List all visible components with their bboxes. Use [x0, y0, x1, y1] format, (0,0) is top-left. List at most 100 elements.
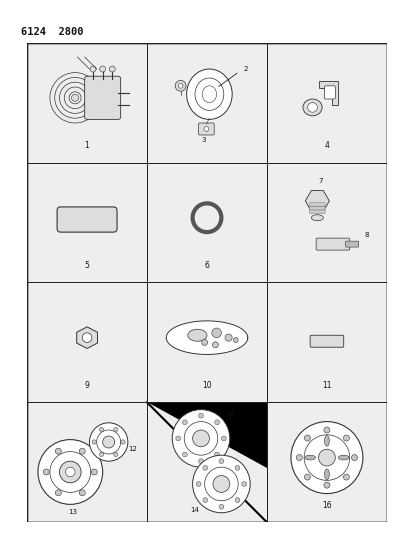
- Polygon shape: [147, 402, 266, 469]
- Circle shape: [290, 422, 362, 494]
- Circle shape: [100, 66, 105, 72]
- Circle shape: [235, 498, 239, 503]
- Circle shape: [176, 436, 180, 441]
- Text: 12: 12: [128, 446, 137, 452]
- Circle shape: [38, 440, 102, 504]
- Bar: [266, 282, 386, 402]
- Circle shape: [79, 490, 85, 496]
- Circle shape: [192, 455, 249, 513]
- FancyBboxPatch shape: [316, 238, 349, 250]
- FancyBboxPatch shape: [309, 203, 324, 206]
- Circle shape: [212, 342, 218, 348]
- Circle shape: [233, 338, 237, 343]
- Circle shape: [318, 449, 335, 466]
- Circle shape: [114, 453, 118, 457]
- Circle shape: [99, 453, 103, 457]
- FancyBboxPatch shape: [309, 206, 324, 210]
- Circle shape: [351, 455, 357, 461]
- Circle shape: [323, 427, 329, 433]
- Bar: [27, 43, 147, 163]
- Circle shape: [241, 482, 246, 486]
- Ellipse shape: [324, 469, 328, 480]
- Polygon shape: [166, 321, 247, 354]
- Bar: [266, 163, 386, 282]
- Circle shape: [102, 436, 114, 448]
- Polygon shape: [76, 327, 97, 349]
- Ellipse shape: [302, 99, 321, 116]
- Ellipse shape: [304, 455, 315, 460]
- Text: 6124  2800: 6124 2800: [21, 27, 83, 37]
- Bar: [147, 402, 266, 522]
- Circle shape: [296, 455, 301, 461]
- Ellipse shape: [188, 329, 206, 341]
- Text: 10: 10: [202, 381, 211, 390]
- Circle shape: [178, 83, 183, 88]
- Text: 14: 14: [190, 507, 199, 513]
- Circle shape: [90, 66, 96, 72]
- Text: 1: 1: [85, 141, 89, 150]
- Circle shape: [221, 436, 225, 441]
- Ellipse shape: [324, 435, 328, 446]
- Bar: [27, 282, 147, 402]
- Text: 5: 5: [84, 261, 89, 270]
- FancyBboxPatch shape: [57, 207, 117, 232]
- Circle shape: [109, 66, 115, 72]
- Circle shape: [182, 452, 187, 457]
- Text: 3: 3: [201, 138, 206, 143]
- Circle shape: [201, 340, 207, 345]
- Bar: [27, 402, 147, 522]
- Ellipse shape: [311, 215, 323, 221]
- Circle shape: [202, 498, 207, 503]
- Circle shape: [218, 459, 223, 464]
- Circle shape: [343, 474, 349, 480]
- FancyBboxPatch shape: [345, 241, 358, 247]
- Circle shape: [71, 94, 78, 101]
- FancyBboxPatch shape: [324, 86, 335, 99]
- Circle shape: [212, 475, 229, 492]
- Circle shape: [235, 465, 239, 470]
- Circle shape: [55, 490, 61, 496]
- Text: 4: 4: [324, 141, 329, 150]
- Circle shape: [114, 427, 118, 432]
- Text: 7: 7: [318, 177, 323, 183]
- Bar: [27, 163, 147, 282]
- Circle shape: [218, 504, 223, 509]
- Circle shape: [192, 430, 209, 447]
- Text: 9: 9: [84, 381, 89, 390]
- FancyBboxPatch shape: [309, 210, 324, 214]
- Bar: [147, 282, 266, 402]
- Circle shape: [304, 435, 310, 441]
- Text: 13: 13: [68, 508, 77, 514]
- FancyBboxPatch shape: [309, 335, 343, 348]
- FancyBboxPatch shape: [198, 123, 214, 135]
- Bar: [266, 402, 386, 522]
- Circle shape: [89, 423, 128, 461]
- Bar: [147, 163, 266, 282]
- Text: 11: 11: [321, 381, 331, 390]
- Circle shape: [55, 448, 61, 454]
- Circle shape: [323, 482, 329, 488]
- Text: 8: 8: [363, 231, 368, 238]
- Circle shape: [198, 413, 203, 418]
- FancyBboxPatch shape: [85, 76, 120, 119]
- Circle shape: [343, 435, 349, 441]
- Circle shape: [121, 440, 125, 444]
- Bar: [147, 43, 266, 163]
- Circle shape: [198, 459, 203, 464]
- Ellipse shape: [337, 455, 348, 460]
- Circle shape: [43, 469, 49, 475]
- Circle shape: [182, 420, 187, 425]
- Circle shape: [211, 328, 221, 338]
- Circle shape: [214, 452, 219, 457]
- Circle shape: [204, 126, 208, 131]
- Text: 16: 16: [321, 501, 331, 510]
- Polygon shape: [318, 81, 337, 105]
- Circle shape: [65, 467, 75, 477]
- Circle shape: [92, 440, 96, 444]
- Circle shape: [82, 333, 92, 343]
- Ellipse shape: [186, 69, 232, 119]
- Circle shape: [202, 465, 207, 470]
- Bar: [266, 43, 386, 163]
- Polygon shape: [305, 191, 328, 211]
- Text: 6: 6: [204, 261, 209, 270]
